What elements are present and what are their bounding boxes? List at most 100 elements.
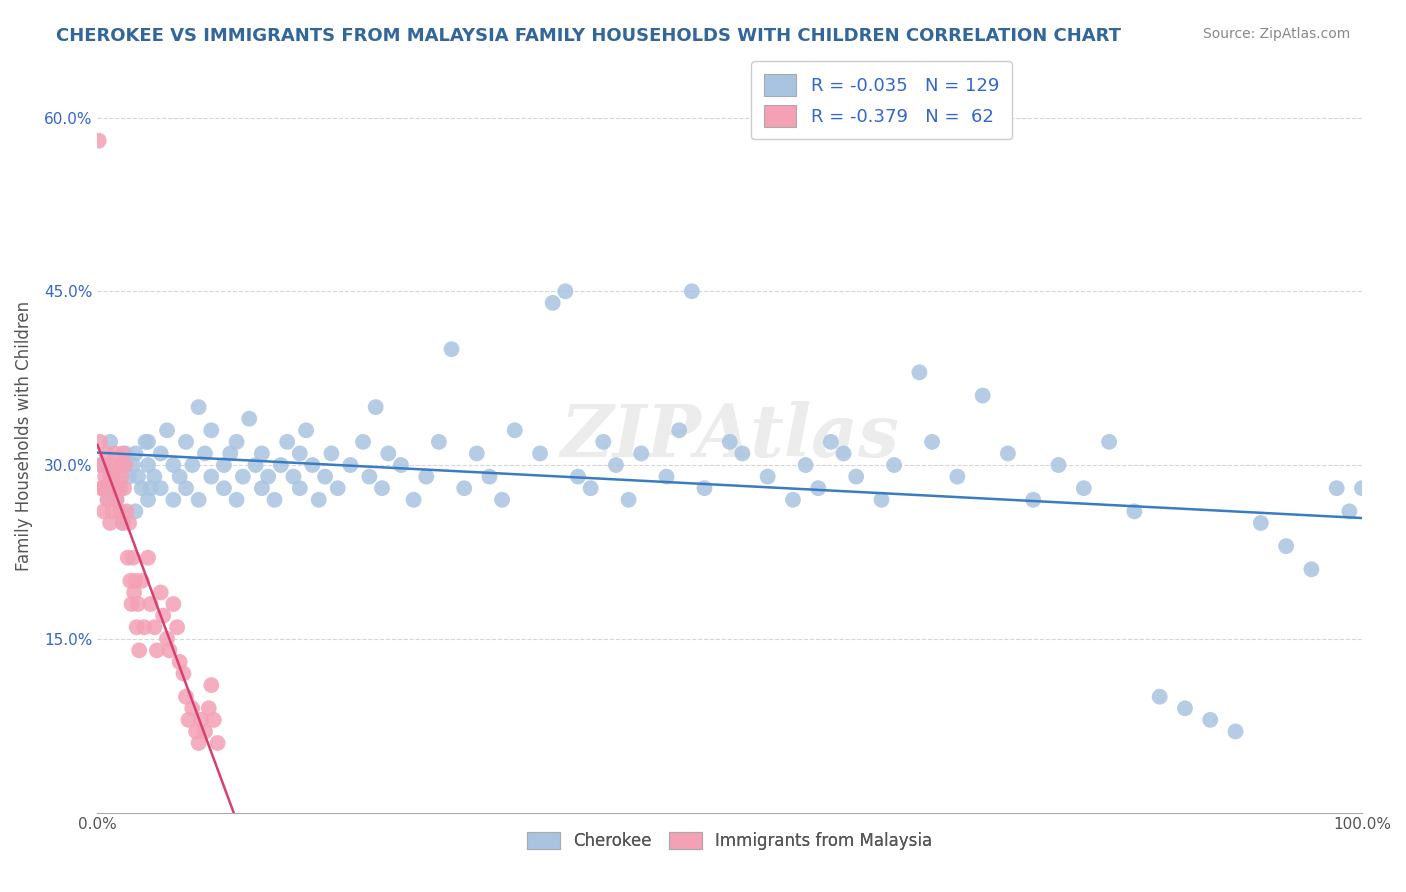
Point — [371, 481, 394, 495]
Point — [93, 481, 115, 495]
Point — [288, 481, 311, 495]
Point — [1022, 492, 1045, 507]
Point — [541, 296, 564, 310]
Point — [87, 134, 110, 148]
Point — [120, 574, 142, 588]
Point — [1047, 458, 1070, 472]
Point — [94, 469, 117, 483]
Point — [136, 458, 159, 472]
Point — [1174, 701, 1197, 715]
Point — [89, 434, 111, 449]
Point — [108, 458, 131, 472]
Point — [529, 446, 551, 460]
Point — [1149, 690, 1171, 704]
Point — [100, 481, 122, 495]
Point — [1123, 504, 1146, 518]
Point — [257, 469, 280, 483]
Point — [731, 446, 754, 460]
Point — [111, 516, 134, 530]
Point — [149, 481, 172, 495]
Point — [152, 608, 174, 623]
Point — [295, 423, 318, 437]
Point — [921, 434, 943, 449]
Point — [169, 469, 191, 483]
Point — [718, 434, 741, 449]
Point — [118, 516, 141, 530]
Point — [202, 713, 225, 727]
Point — [174, 690, 197, 704]
Point — [136, 550, 159, 565]
Point — [187, 492, 209, 507]
Point — [112, 481, 135, 495]
Point — [174, 481, 197, 495]
Point — [364, 400, 387, 414]
Point — [107, 481, 129, 495]
Point — [491, 492, 513, 507]
Point — [250, 446, 273, 460]
Point — [1275, 539, 1298, 553]
Point — [93, 504, 115, 518]
Point — [554, 285, 576, 299]
Point — [617, 492, 640, 507]
Point — [139, 481, 162, 495]
Point — [453, 481, 475, 495]
Point — [194, 446, 217, 460]
Point — [870, 492, 893, 507]
Text: ZIPAtlas: ZIPAtlas — [561, 401, 898, 472]
Y-axis label: Family Households with Children: Family Households with Children — [15, 301, 32, 571]
Point — [283, 469, 305, 483]
Point — [288, 446, 311, 460]
Point — [111, 516, 134, 530]
Point — [110, 481, 132, 495]
Point — [238, 411, 260, 425]
Text: Source: ZipAtlas.com: Source: ZipAtlas.com — [1202, 27, 1350, 41]
Point — [946, 469, 969, 483]
Point — [200, 469, 222, 483]
Point — [630, 446, 652, 460]
Point — [110, 504, 132, 518]
Point — [121, 597, 143, 611]
Point — [187, 400, 209, 414]
Point — [997, 446, 1019, 460]
Point — [592, 434, 614, 449]
Point — [143, 620, 166, 634]
Point — [143, 469, 166, 483]
Point — [1351, 481, 1374, 495]
Point — [389, 458, 412, 472]
Point — [98, 516, 121, 530]
Point — [807, 481, 830, 495]
Point — [124, 504, 146, 518]
Point — [478, 469, 501, 483]
Point — [197, 701, 219, 715]
Point — [1098, 434, 1121, 449]
Point — [114, 446, 136, 460]
Point — [250, 481, 273, 495]
Text: CHEROKEE VS IMMIGRANTS FROM MALAYSIA FAMILY HOUSEHOLDS WITH CHILDREN CORRELATION: CHEROKEE VS IMMIGRANTS FROM MALAYSIA FAM… — [56, 27, 1121, 45]
Point — [139, 597, 162, 611]
Point — [219, 446, 242, 460]
Point — [1339, 504, 1361, 518]
Point — [134, 620, 156, 634]
Point — [159, 643, 181, 657]
Point — [97, 492, 120, 507]
Point — [326, 481, 349, 495]
Point — [225, 434, 247, 449]
Point — [756, 469, 779, 483]
Point — [377, 446, 399, 460]
Point — [1199, 713, 1222, 727]
Point — [270, 458, 292, 472]
Point — [782, 492, 804, 507]
Point — [115, 504, 138, 518]
Point — [111, 446, 134, 460]
Point — [415, 469, 437, 483]
Point — [190, 713, 212, 727]
Point — [194, 724, 217, 739]
Point — [301, 458, 323, 472]
Point — [352, 434, 374, 449]
Point — [1250, 516, 1272, 530]
Point — [117, 550, 139, 565]
Point — [181, 458, 204, 472]
Point — [118, 469, 141, 483]
Point — [128, 643, 150, 657]
Point — [105, 492, 128, 507]
